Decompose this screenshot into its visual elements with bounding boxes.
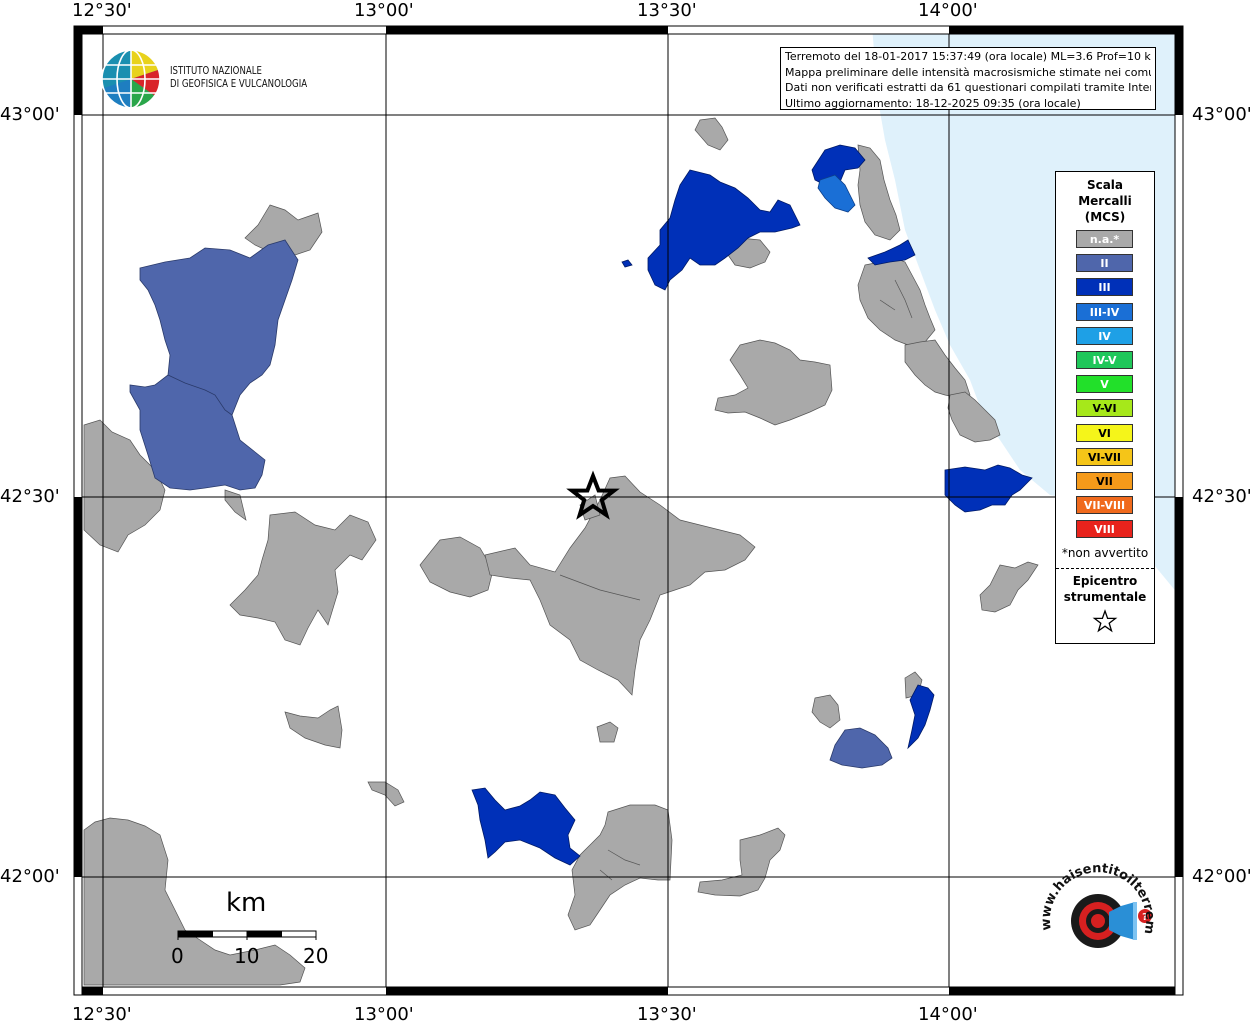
legend-item: III <box>1076 278 1133 297</box>
legend-item: II <box>1076 254 1133 273</box>
lat-label-right-2: 42°30' <box>1192 486 1252 507</box>
lat-label-right-1: 43°00' <box>1192 104 1252 125</box>
lon-label-top-2: 13°00' <box>354 0 414 21</box>
legend-title-line-1: Scala <box>1086 178 1124 192</box>
legend-item: VII <box>1076 472 1133 490</box>
institute-line-1: ISTITUTO NAZIONALE <box>170 64 262 77</box>
legend-title: Scala Mercalli (MCS) <box>1056 177 1154 225</box>
scale-bar <box>177 930 317 940</box>
ingv-globe-logo-icon <box>101 49 161 109</box>
info-line-1: Terremoto del 18-01-2017 15:37:49 (ora l… <box>785 50 1151 63</box>
legend-item: IV-V <box>1076 351 1133 369</box>
scalebar-tick-10: 10 <box>234 944 260 968</box>
legend-star-icon <box>1092 609 1118 633</box>
institute-name: ISTITUTO NAZIONALE DI GEOFISICA E VULCAN… <box>170 64 307 90</box>
legend-item: n.a.* <box>1076 230 1133 248</box>
lon-label-bottom-1: 12°30' <box>72 1004 132 1025</box>
lon-label-top-1: 12°30' <box>72 0 132 21</box>
lon-label-bottom-2: 13°00' <box>354 1004 414 1025</box>
legend-divider <box>1056 568 1154 569</box>
haisentito-logo-icon: ? www.haisentitoilterremoto.it <box>1037 860 1157 953</box>
legend-epicenter-label: Epicentro strumentale <box>1056 573 1154 605</box>
info-line-2: Mappa preliminare delle intensità macros… <box>785 65 1151 79</box>
legend-item: VI <box>1076 423 1133 442</box>
municipalities-intensity-II <box>129 239 893 769</box>
municipalities-not-felt <box>83 117 1039 986</box>
lat-label-right-3: 42°00' <box>1192 866 1252 887</box>
legend-item: III-IV <box>1076 302 1133 321</box>
lon-label-bottom-3: 13°30' <box>637 1004 697 1025</box>
lat-label-left-2: 42°30' <box>0 486 60 507</box>
legend-item: VIII <box>1076 520 1133 539</box>
legend-epicenter-line-2: strumentale <box>1063 590 1147 604</box>
epicenter-star-icon <box>566 470 620 520</box>
legend-note: *non avvertito <box>1061 546 1149 560</box>
lat-label-left-1: 43°00' <box>0 104 60 125</box>
graticule <box>74 26 1183 995</box>
legend-title-line-2: Mercalli <box>1078 194 1132 208</box>
legend-epicenter-line-1: Epicentro <box>1072 574 1138 588</box>
earthquake-info-box: Terremoto del 18-01-2017 15:37:49 (ora l… <box>780 47 1156 110</box>
legend-title-line-3: (MCS) <box>1084 210 1126 224</box>
map-frame <box>73 25 1184 996</box>
scalebar-tick-0: 0 <box>171 944 184 968</box>
legend-item: VII-VIII <box>1076 496 1133 515</box>
scalebar-unit: km <box>226 888 267 918</box>
svg-text:?: ? <box>1142 912 1148 923</box>
institute-line-2: DI GEOFISICA E VULCANOLOGIA <box>170 77 308 90</box>
scalebar-tick-20: 20 <box>303 944 329 968</box>
lon-label-top-4: 14°00' <box>918 0 978 21</box>
legend-item: V <box>1076 375 1133 394</box>
lat-label-left-3: 42°00' <box>0 866 60 887</box>
info-line-4: Ultimo aggiornamento: 18-12-2025 09:35 (… <box>785 96 1081 110</box>
legend-item: V-VI <box>1076 399 1133 418</box>
info-line-3: Dati non verificati estratti da 61 quest… <box>785 81 1151 94</box>
municipality-intensity-III-IV <box>817 174 856 213</box>
intensity-legend: Scala Mercalli (MCS) n.a.* II III III-IV IV I… <box>1055 171 1155 644</box>
legend-item: IV <box>1076 326 1133 345</box>
legend-item: VI-VII <box>1076 447 1133 466</box>
lon-label-top-3: 13°30' <box>637 0 697 21</box>
lon-label-bottom-4: 14°00' <box>918 1004 978 1025</box>
